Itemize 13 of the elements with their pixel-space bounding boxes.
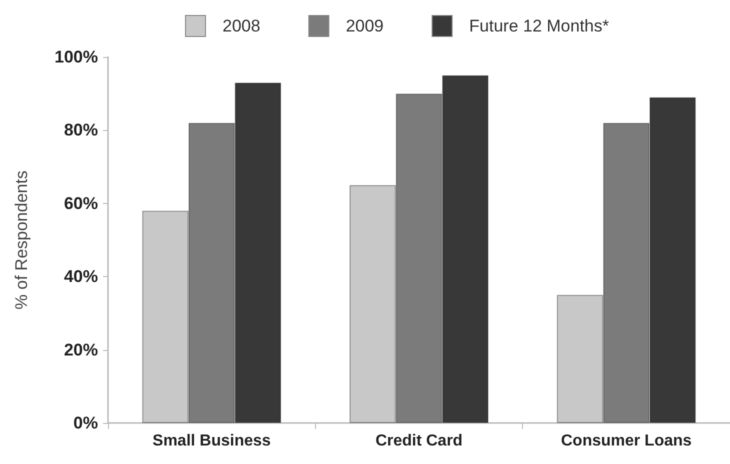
x-tick-label: Credit Card [375, 432, 463, 450]
y-tick-label: 0% [73, 414, 98, 432]
y-tick-label: 20% [64, 340, 98, 360]
y-axis-title: % of Respondents [12, 170, 31, 310]
x-tick-label: Small Business [152, 432, 271, 450]
x-tick-label: Consumer Loans [560, 432, 692, 450]
y-tick-label: 100% [54, 48, 98, 66]
y-tick-label: 80% [64, 120, 98, 140]
legend-label: 2008 [222, 16, 260, 36]
legend-label: Future 12 Months* [469, 16, 610, 36]
y-tick-label: 60% [64, 194, 98, 213]
legend-label: 2009 [346, 16, 384, 36]
y-tick-label: 40% [64, 267, 98, 286]
